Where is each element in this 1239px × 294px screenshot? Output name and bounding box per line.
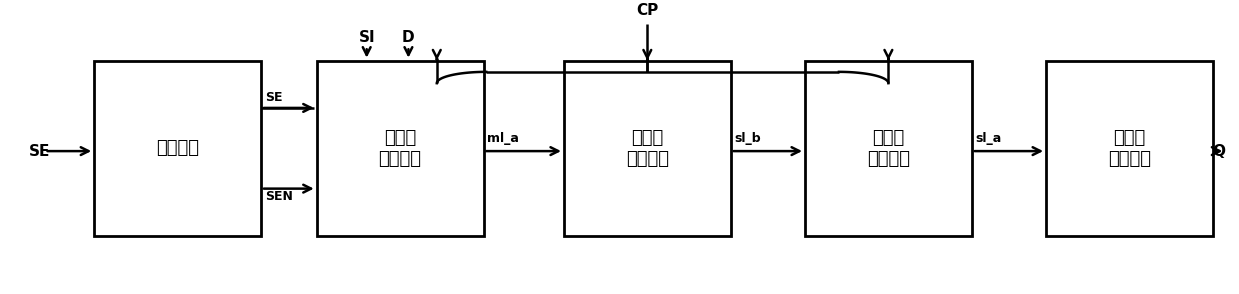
Text: SI: SI — [358, 30, 375, 45]
Text: 使能电路: 使能电路 — [156, 139, 199, 157]
Bar — [564, 61, 731, 236]
Text: SE: SE — [265, 91, 282, 104]
Text: D: D — [403, 30, 415, 45]
Bar — [94, 61, 261, 236]
Text: sl_a: sl_a — [975, 132, 1002, 146]
Text: SE: SE — [28, 143, 50, 158]
Text: Q: Q — [1212, 143, 1225, 158]
Text: ml_a: ml_a — [487, 132, 519, 146]
Bar — [317, 61, 483, 236]
Text: 第四级
反相逻辑: 第四级 反相逻辑 — [1108, 129, 1151, 168]
Bar — [805, 61, 971, 236]
Text: 第一级
反相逻辑: 第一级 反相逻辑 — [379, 129, 421, 168]
Text: CP: CP — [636, 3, 658, 18]
Text: sl_b: sl_b — [735, 132, 761, 146]
Bar — [1046, 61, 1213, 236]
Text: 第二级
反相逻辑: 第二级 反相逻辑 — [626, 129, 669, 168]
Text: 第三级
反相逻辑: 第三级 反相逻辑 — [867, 129, 909, 168]
Text: SEN: SEN — [265, 190, 292, 203]
